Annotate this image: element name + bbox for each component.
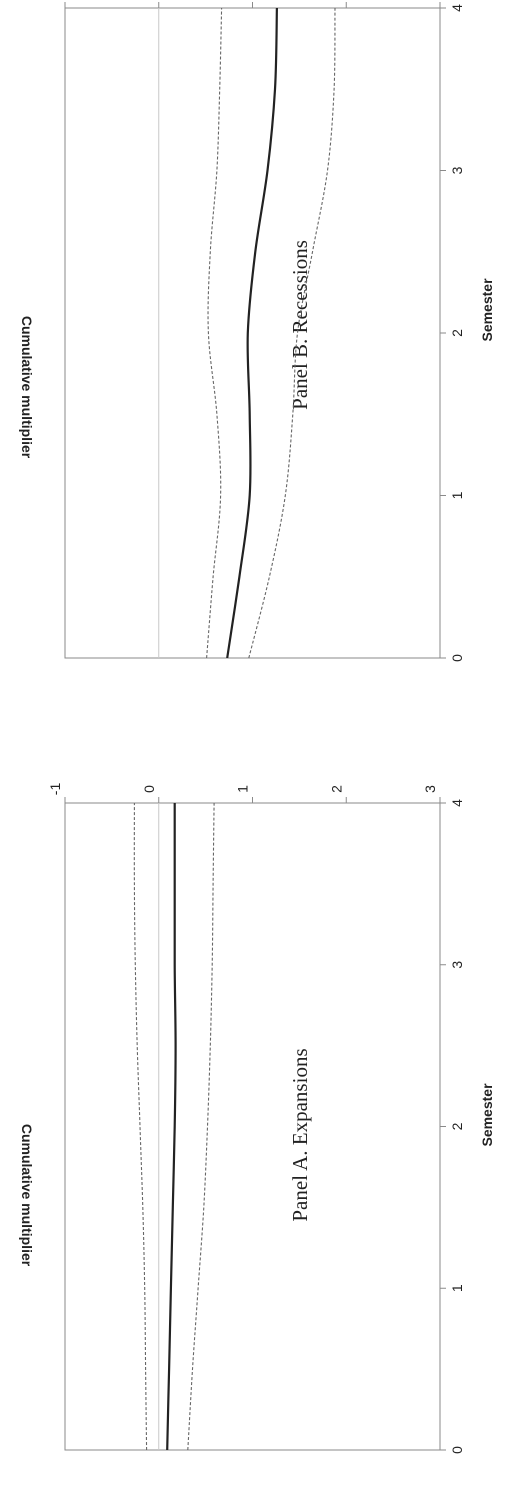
panel-a-y-tick-label: -1 [47, 783, 63, 796]
panel-a-title: Panel A. Expansions [288, 1048, 312, 1221]
panel-a-y-tick-label: 1 [235, 785, 251, 793]
panel-a-x-tick-label: 2 [449, 1122, 465, 1130]
panel-b-x-tick-label: 4 [449, 4, 465, 12]
panel-a-expansions: Panel A. Expansions Cumulative multiplie… [19, 783, 495, 1454]
panel-b-recessions: Panel B. Recessions Cumulative multiplie… [19, 0, 495, 662]
panel-a-confidence-band-line-2 [133, 802, 148, 1451]
panel-a-plot-frame [64, 802, 441, 1451]
panel-a-confidence-band-line-1 [187, 802, 215, 1451]
panel-a-y-tick-label: 2 [328, 785, 344, 793]
panel-a-y-tick-label: 0 [141, 785, 157, 793]
panel-b-confidence-band-line-2 [206, 7, 223, 659]
panel-a-x-tick-label: 1 [449, 1284, 465, 1292]
panel-a-estimate-line [166, 803, 177, 1451]
panel-a-x-axis-label: Semester [479, 1083, 495, 1147]
panel-b-x-tick-label: 1 [449, 491, 465, 499]
panel-b-x-tick-label: 2 [449, 329, 465, 337]
panel-b-estimate-line [226, 7, 278, 659]
panel-a-y-tick-label: 3 [422, 785, 438, 793]
panel-b-title: Panel B. Recessions [288, 240, 312, 410]
panel-a-x-tick-label: 0 [449, 1446, 465, 1454]
panel-a-x-tick-label: 4 [449, 799, 465, 807]
panel-b-confidence-band-line-1 [248, 7, 336, 659]
panel-b-x-tick-label: 3 [449, 166, 465, 174]
panel-b-plot-frame [64, 7, 441, 659]
panel-a-x-tick-label: 3 [449, 961, 465, 969]
panel-b-x-axis-label: Semester [479, 278, 495, 342]
panel-a-y-axis-label: Cumulative multiplier [19, 1124, 35, 1267]
panel-b-y-axis-label: Cumulative multiplier [19, 316, 35, 459]
panel-b-x-tick-label: 0 [449, 654, 465, 662]
